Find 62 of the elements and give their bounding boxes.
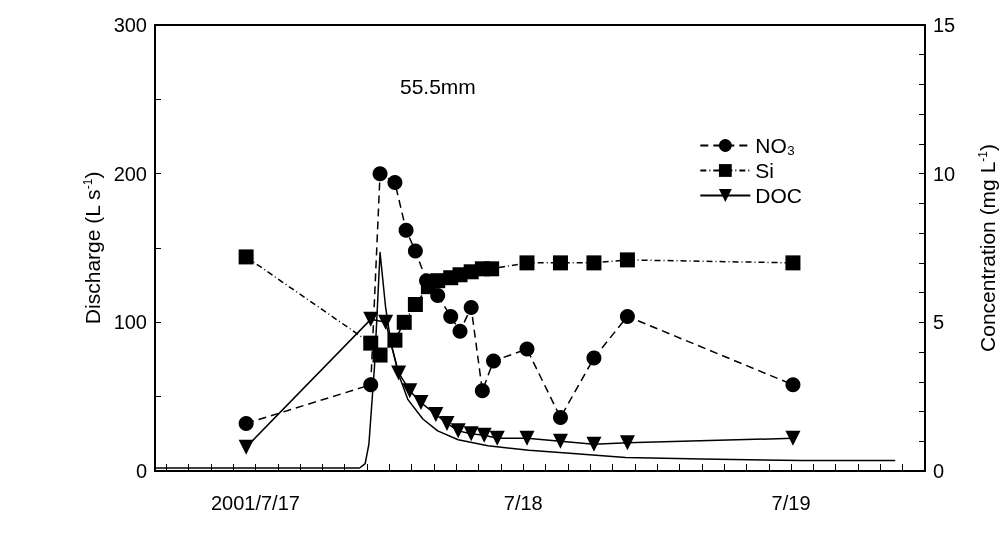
point [363, 335, 379, 351]
point [486, 353, 501, 369]
point [785, 255, 801, 271]
y2-tick-label: 5 [933, 311, 945, 334]
point [450, 423, 466, 439]
y-tick-label: 100 [113, 311, 147, 334]
point [238, 249, 254, 265]
point [785, 377, 801, 393]
y-tick-label: 300 [113, 14, 147, 36]
x-tick-label: 7/18 [503, 492, 543, 514]
point [428, 407, 444, 423]
y-axis-title: Discharge (L s-1) [80, 171, 104, 325]
point [586, 350, 602, 366]
legend-label: NO₃ [755, 134, 796, 157]
x-tick-label: 2001/7/17 [210, 492, 300, 514]
point [463, 299, 479, 315]
point [238, 439, 254, 455]
point [391, 365, 407, 381]
point [619, 308, 635, 324]
point [363, 311, 379, 327]
y2-tick-label: 10 [933, 162, 956, 185]
point [396, 314, 412, 330]
point [619, 435, 635, 451]
legend-label: DOC [755, 184, 803, 207]
point [519, 341, 535, 357]
point [398, 222, 414, 238]
point [474, 383, 490, 399]
point [463, 426, 479, 442]
point [586, 255, 602, 271]
point [519, 255, 535, 271]
point [407, 243, 423, 259]
point [387, 332, 403, 348]
y2-axis-title: Concentration (mg L-1) [976, 144, 999, 352]
point [372, 347, 388, 363]
point [238, 415, 254, 431]
point [484, 261, 500, 277]
point [489, 430, 505, 446]
point [378, 314, 394, 330]
point [413, 395, 429, 411]
point [552, 255, 568, 271]
point [476, 427, 492, 443]
point [363, 377, 379, 393]
y2-tick-label: 0 [933, 460, 945, 482]
point [586, 436, 602, 452]
point [785, 430, 801, 446]
x-tick-label: 7/19 [771, 492, 811, 514]
point [552, 433, 568, 449]
annotation: 55.5mm [400, 74, 476, 98]
legend-label: Si [755, 159, 775, 182]
y-tick-label: 200 [113, 162, 147, 185]
point [619, 252, 635, 268]
y2-tick-label: 15 [933, 14, 956, 36]
point [402, 383, 418, 399]
y-tick-label: 0 [135, 460, 147, 482]
point [387, 175, 403, 191]
point [552, 409, 568, 425]
point [519, 430, 535, 446]
point [443, 308, 459, 324]
point [452, 323, 468, 339]
point [372, 166, 388, 182]
point [407, 296, 423, 312]
point [439, 415, 455, 431]
